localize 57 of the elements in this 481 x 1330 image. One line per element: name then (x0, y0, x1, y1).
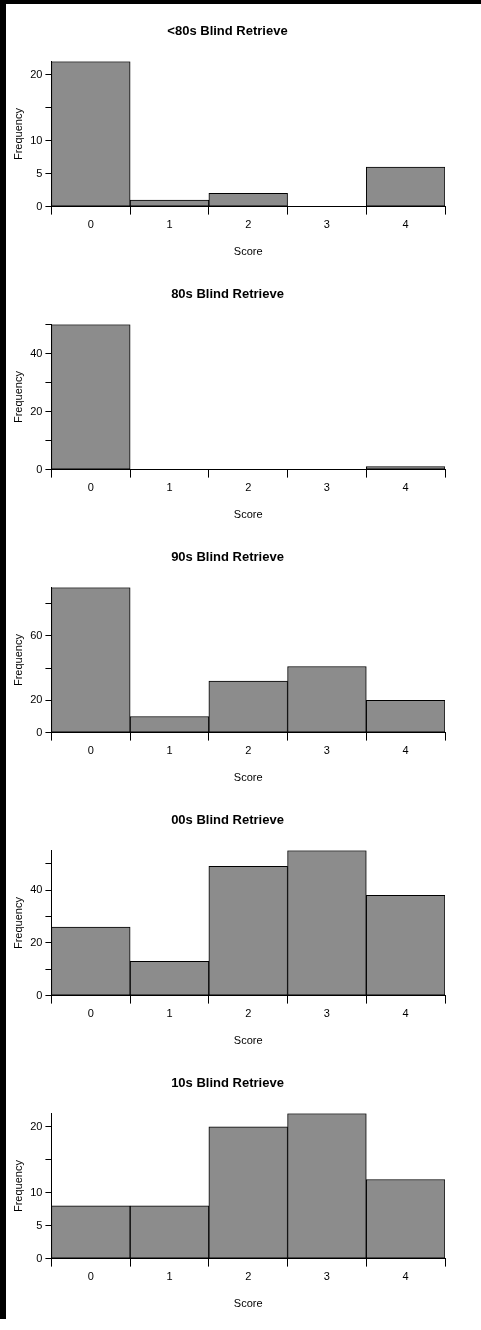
y-tick-label: 40 (30, 883, 43, 896)
y-tick-label: 0 (36, 462, 43, 475)
x-axis-title: Score (233, 508, 263, 521)
x-tick-label: 2 (245, 1007, 252, 1020)
y-tick-label: 20 (30, 67, 43, 80)
y-tick-label: 20 (30, 404, 43, 417)
x-tick-label: 2 (245, 744, 252, 757)
y-tick-label: 20 (30, 935, 43, 948)
x-tick-label: 4 (402, 481, 409, 494)
chart-title: 00s Blind Retrieve (171, 812, 284, 828)
x-tick-label: 4 (402, 744, 409, 757)
y-axis-title: Frequency (11, 633, 24, 687)
y-axis-title: Frequency (11, 370, 24, 424)
x-tick-label: 3 (323, 1270, 330, 1283)
chart-title: 90s Blind Retrieve (171, 549, 284, 565)
y-tick-label: 5 (36, 166, 43, 179)
y-axis-title: Frequency (11, 107, 24, 161)
x-tick-label: 0 (87, 1270, 94, 1283)
x-tick-label: 0 (87, 744, 94, 757)
x-tick-label: 4 (402, 1270, 409, 1283)
y-tick-label: 0 (36, 1251, 43, 1264)
x-tick-label: 1 (166, 218, 173, 231)
y-tick-label: 0 (36, 199, 43, 212)
y-tick-label: 5 (36, 1218, 43, 1231)
x-tick-label: 3 (323, 744, 330, 757)
y-tick-label: 10 (30, 133, 43, 146)
y-axis-title: Frequency (11, 1159, 24, 1213)
x-tick-label: 2 (245, 481, 252, 494)
x-tick-label: 1 (166, 1007, 173, 1020)
y-tick-label: 0 (36, 725, 43, 738)
x-tick-label: 1 (166, 481, 173, 494)
y-tick-label: 60 (30, 628, 43, 641)
x-axis-title: Score (233, 771, 263, 784)
y-tick-label: 20 (30, 1119, 43, 1132)
x-tick-label: 0 (87, 218, 94, 231)
x-tick-label: 4 (402, 1007, 409, 1020)
x-tick-label: 2 (245, 218, 252, 231)
y-tick-label: 10 (30, 1185, 43, 1198)
x-tick-label: 3 (323, 1007, 330, 1020)
x-tick-label: 0 (87, 481, 94, 494)
x-axis-title: Score (233, 245, 263, 258)
x-tick-label: 1 (166, 1270, 173, 1283)
x-tick-label: 0 (87, 1007, 94, 1020)
x-tick-label: 2 (245, 1270, 252, 1283)
y-tick-label: 40 (30, 346, 43, 359)
x-tick-label: 1 (166, 744, 173, 757)
chart-title: 10s Blind Retrieve (171, 1075, 284, 1091)
x-tick-label: 3 (323, 218, 330, 231)
chart-title: <80s Blind Retrieve (167, 23, 288, 39)
x-tick-label: 3 (323, 481, 330, 494)
y-axis-title: Frequency (11, 896, 24, 950)
x-axis-title: Score (233, 1297, 263, 1310)
y-tick-label: 0 (36, 988, 43, 1001)
x-tick-label: 4 (402, 218, 409, 231)
x-axis-title: Score (233, 1034, 263, 1047)
chart-title: 80s Blind Retrieve (171, 286, 284, 302)
y-tick-label: 20 (30, 693, 43, 706)
